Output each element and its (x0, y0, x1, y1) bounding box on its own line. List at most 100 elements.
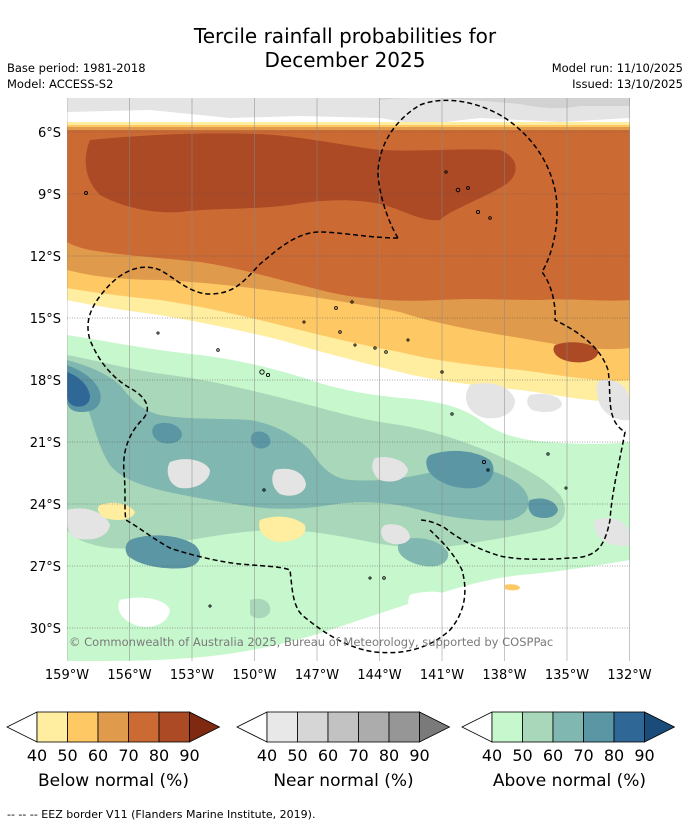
meridians (67, 98, 630, 661)
island (368, 576, 372, 580)
lon-label: 135°W (545, 668, 589, 683)
lon-label: 132°W (607, 668, 651, 683)
above-70-patch-3 (251, 431, 271, 449)
lat-label: 15°S (30, 312, 61, 327)
map-title: Tercile rainfall probabilities for Decem… (0, 24, 690, 72)
white-patch-1 (118, 597, 170, 627)
island (546, 452, 550, 456)
near-normal-patch-9 (594, 518, 630, 546)
probability-map-svg: © Commonwealth of Australia 2025, Bureau… (6, 98, 676, 765)
above-80-patch (67, 372, 90, 407)
island (564, 486, 568, 490)
colorbar-cell (97, 711, 129, 743)
model-name: Model: ACCESS-S2 (7, 77, 114, 91)
colorbar-tick-label: 70 (118, 746, 138, 765)
above-70-patch-2 (152, 422, 182, 444)
near-normal-patch-2 (527, 393, 562, 412)
near-normal-patch-5 (372, 457, 408, 482)
title-line-2: December 2025 (264, 48, 426, 72)
lon-labels: 159°W 156°W 153°W 150°W 147°W 144°W 141°… (45, 668, 652, 683)
meta-right: Model run: 11/10/2025 Issued: 13/10/2025 (552, 60, 683, 92)
near-normal-region-top-dark (380, 98, 630, 109)
base-period: Base period: 1981-2018 (7, 61, 146, 75)
near-normal-patch-6 (272, 468, 306, 496)
eez-borders (87, 99, 626, 654)
colorbar-high-extension (419, 711, 451, 743)
colorbar-tick-label: 40 (482, 746, 502, 765)
lon-label: 141°W (420, 668, 464, 683)
colorbar-cell (552, 711, 584, 743)
legend-above-label: Above normal (%) (492, 771, 647, 791)
colorbar-cell (491, 711, 523, 743)
island (373, 346, 377, 350)
colorbar-cell (583, 711, 615, 743)
lat-label: 21°S (30, 436, 61, 451)
colorbar-high-extension (644, 711, 676, 743)
near-normal-patch-8 (381, 524, 410, 545)
colorbar-tick-label: 40 (257, 746, 277, 765)
lon-label: 147°W (295, 668, 339, 683)
colorbar-tick-label: 50 (57, 746, 77, 765)
legend-below-normal: 40 50 60 70 80 90 (6, 711, 221, 765)
lon-label: 156°W (107, 668, 151, 683)
legend-near-normal: 40 50 60 70 80 90 (236, 711, 451, 765)
island (216, 348, 220, 352)
island (265, 372, 271, 378)
island (302, 320, 306, 324)
island (488, 216, 492, 220)
colorbar-cell (358, 711, 390, 743)
colorbar-tick-label: 60 (318, 746, 338, 765)
colorbar-low-extension (461, 711, 493, 743)
island (466, 186, 470, 190)
below-50-patch (505, 584, 520, 591)
white-patch-3 (515, 597, 591, 640)
issued-date: Issued: 13/10/2025 (572, 77, 683, 91)
colorbar-tick-label: 80 (149, 746, 169, 765)
island (338, 330, 342, 334)
near-normal-patch-7 (67, 508, 110, 540)
near-normal-patch-3 (596, 379, 630, 421)
legend-above-normal: 40 50 60 70 80 90 (461, 711, 676, 765)
island (440, 370, 444, 374)
map-field: © Commonwealth of Australia 2025, Bureau… (67, 98, 630, 661)
island (156, 331, 160, 335)
colorbar-tick-label: 90 (409, 746, 429, 765)
copyright-text: © Commonwealth of Australia 2025, Bureau… (69, 635, 553, 649)
island (450, 412, 454, 416)
below-80-region (85, 133, 516, 221)
above-60-patch (398, 538, 449, 567)
island (350, 300, 354, 304)
colorbar-cell (266, 711, 298, 743)
colorbar-tick-label: 80 (379, 746, 399, 765)
lat-label: 30°S (30, 622, 61, 637)
island (486, 468, 490, 472)
below-80-patch (553, 342, 599, 363)
colorbar-cell (388, 711, 420, 743)
colorbar-tick-label: 70 (348, 746, 368, 765)
colorbar-cell (128, 711, 160, 743)
island (481, 459, 487, 465)
island (208, 604, 212, 608)
colorbar-tick-label: 40 (27, 746, 47, 765)
legend-below-label: Below normal (%) (38, 771, 189, 791)
colorbar-tick-label: 50 (287, 746, 307, 765)
colorbar-cell (297, 711, 329, 743)
eez-footnote: -- -- -- EEZ border V11 (Flanders Marine… (7, 808, 316, 821)
lat-label: 9°S (38, 188, 61, 203)
island (455, 187, 461, 193)
title-line-1: Tercile rainfall probabilities for (193, 24, 497, 48)
island (406, 338, 410, 342)
lon-label: 159°W (45, 668, 89, 683)
island (384, 350, 388, 354)
lon-label: 153°W (170, 668, 214, 683)
lon-label: 138°W (482, 668, 526, 683)
colorbar-tick-label: 60 (543, 746, 563, 765)
island (259, 369, 265, 375)
island (262, 488, 266, 492)
colorbar-tick-label: 70 (573, 746, 593, 765)
legend-near-label: Near normal (%) (273, 771, 414, 791)
lat-label: 27°S (30, 560, 61, 575)
colorbar-tick-label: 90 (634, 746, 654, 765)
meta-left: Base period: 1981-2018 Model: ACCESS-S2 (7, 60, 146, 92)
colorbar-cell (67, 711, 99, 743)
